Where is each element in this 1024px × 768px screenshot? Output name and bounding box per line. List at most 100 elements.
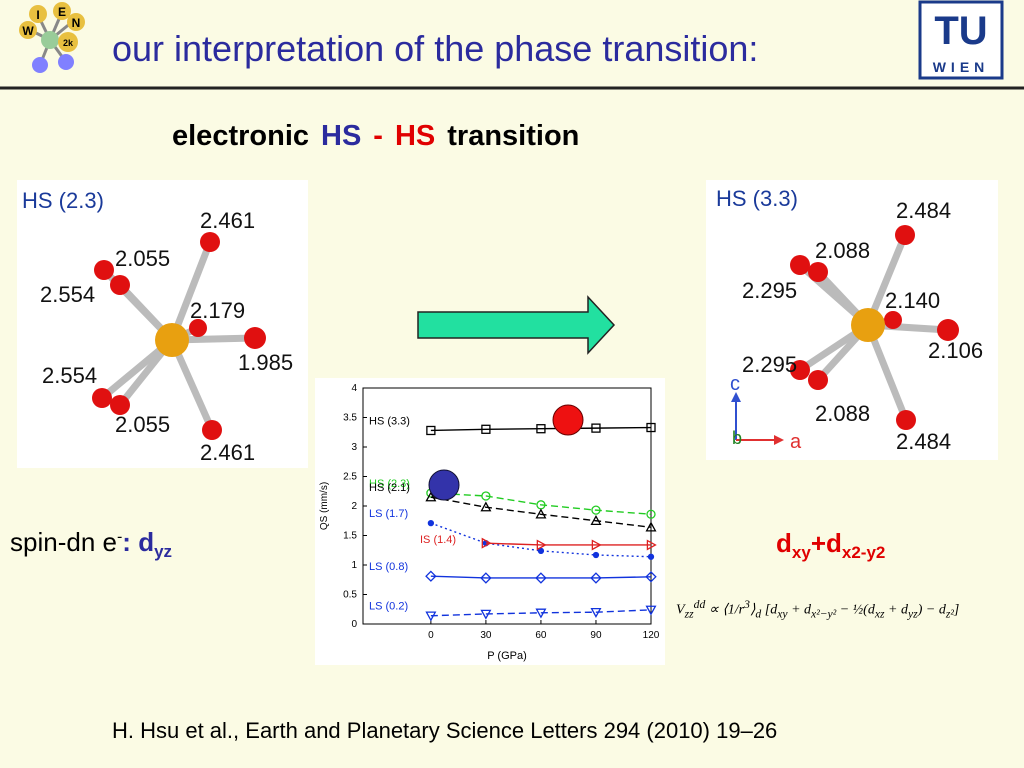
marker [481, 537, 492, 549]
marker [480, 572, 492, 584]
citation: H. Hsu et al., Earth and Planetary Scien… [112, 718, 778, 743]
f: 3 [744, 598, 750, 611]
marker [536, 539, 547, 551]
series-line [430, 496, 652, 528]
y-tick-label: 4 [351, 383, 357, 394]
marker [647, 553, 655, 560]
marker [535, 508, 547, 519]
note-sup: - [116, 528, 123, 546]
structure-label: HS (3.3) [716, 186, 798, 211]
x-tick-label: 0 [428, 630, 434, 641]
marker [591, 505, 601, 515]
distance-label: 2.106 [928, 338, 983, 363]
f: − ½(d [839, 602, 875, 618]
left-structure: HS (2.3) 2.461 2.055 2.554 2.179 1.985 2… [17, 180, 308, 468]
highlight [552, 404, 584, 436]
highlight [428, 469, 460, 501]
logo-letter: W [22, 24, 34, 38]
marker [591, 539, 602, 551]
distance-label: 2.055 [115, 246, 170, 271]
marker [535, 572, 547, 584]
note-part: xy [791, 543, 811, 563]
distance-label: 2.088 [815, 401, 870, 426]
logo-letter: I [36, 8, 39, 22]
y-tick-label: 0 [351, 619, 357, 630]
marker [427, 519, 435, 527]
distance-label: 2.055 [115, 412, 170, 437]
y-axis-label: QS (mm/s) [319, 482, 330, 530]
y-tick-label: 0.5 [343, 590, 357, 601]
marker [592, 551, 600, 559]
subtitle: electronic HS - HS transition [172, 120, 591, 153]
marker [590, 607, 602, 618]
formula: Vzzdd ∝ ⟨1/r3⟩d [dxy + dx²−y² − ½(dxz + … [676, 598, 960, 621]
marker [480, 501, 492, 512]
series-label: LS (1.7) [369, 508, 408, 520]
marker [481, 491, 491, 501]
arrow [417, 295, 616, 355]
f: ) − d [917, 602, 946, 618]
f: x²−y² [811, 607, 837, 621]
distance-label: 2.554 [42, 363, 97, 388]
logo-text: WIEN [933, 59, 990, 75]
axis-letter: b [732, 428, 742, 448]
marker [646, 539, 657, 551]
marker [425, 611, 437, 622]
distance-label: 2.088 [815, 238, 870, 263]
marker [536, 424, 546, 434]
logo-letter: N [72, 16, 81, 30]
logo-letter: E [58, 5, 66, 19]
f: 1 [727, 602, 735, 618]
marker [645, 571, 657, 583]
series-label: HS (2.3) [369, 478, 410, 490]
marker [590, 515, 602, 526]
f: V [676, 602, 685, 618]
subtitle-part: HS [321, 120, 362, 152]
note-sub: yz [154, 542, 173, 562]
series-label: HS (2.1) [369, 482, 410, 494]
note-part: x2-y2 [841, 543, 886, 563]
f: + d [888, 602, 908, 618]
f: ∝ [708, 602, 719, 618]
f: + d [791, 602, 812, 618]
marker [591, 423, 601, 433]
note-colon: : [122, 527, 131, 557]
marker [645, 521, 657, 532]
x-axis-label: P (GPa) [487, 650, 527, 662]
note-part: +d [810, 528, 842, 558]
y-tick-label: 1 [351, 560, 357, 571]
marker [646, 509, 656, 519]
y-tick-label: 2.5 [343, 472, 357, 483]
subtitle-part: electronic [172, 120, 309, 152]
f: r [738, 602, 745, 618]
y-tick-label: 2 [351, 501, 357, 512]
series-line [430, 575, 652, 579]
f: yz [908, 607, 918, 621]
logo-left: I E N W 2k [19, 2, 85, 73]
note-text: spin-dn e [10, 527, 117, 557]
distance-label: 2.461 [200, 208, 255, 233]
f: xz [874, 607, 885, 621]
series-line [430, 609, 652, 617]
logo-letter: 2k [63, 38, 74, 48]
subtitle-part: - [373, 120, 383, 152]
series-label: HS (3.3) [369, 415, 410, 427]
marker [425, 491, 437, 502]
distance-label: 2.295 [742, 352, 797, 377]
x-tick-label: 120 [643, 630, 660, 641]
title: our interpretation of the phase transiti… [112, 28, 759, 69]
x-tick-label: 90 [590, 630, 602, 641]
series-label: LS (0.2) [369, 601, 408, 613]
structure-label: HS (2.3) [22, 188, 104, 213]
right-note: dxy+dx2-y2 [776, 528, 885, 563]
f: xy [777, 607, 788, 621]
marker [535, 608, 547, 619]
distance-label: 2.295 [742, 278, 797, 303]
distance-label: 2.461 [200, 440, 255, 465]
distance-label: 2.140 [885, 288, 940, 313]
y-tick-label: 3.5 [343, 413, 357, 424]
marker [590, 572, 602, 584]
x-tick-label: 60 [535, 630, 547, 641]
marker [425, 570, 437, 582]
